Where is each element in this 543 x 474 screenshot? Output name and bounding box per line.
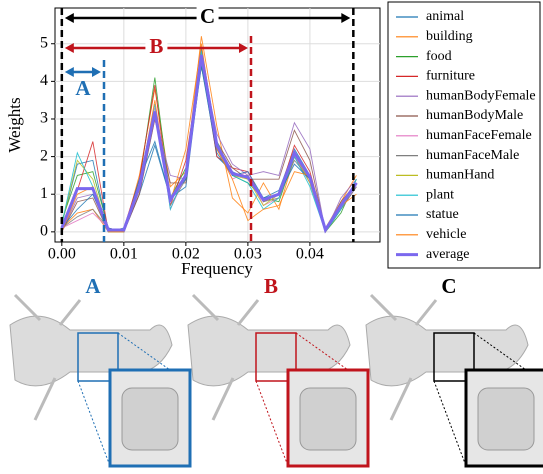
x-tick-label: 0.01 xyxy=(110,246,138,263)
leg xyxy=(60,300,80,325)
legend-label: average xyxy=(426,247,470,262)
series-line xyxy=(62,59,357,232)
legend-label: humanBodyMale xyxy=(426,108,523,123)
legend-label: vehicle xyxy=(426,227,466,242)
region-label: B xyxy=(149,34,163,58)
y-tick-label: 3 xyxy=(40,110,48,127)
zoom-guide xyxy=(256,381,288,466)
image-label: A xyxy=(85,274,101,298)
series-line xyxy=(62,51,357,232)
zoom-detail xyxy=(122,388,178,450)
y-axis-label: Weights xyxy=(5,97,24,152)
leg xyxy=(416,300,436,325)
series-line xyxy=(62,66,357,232)
region-label: A xyxy=(75,76,91,100)
series-line xyxy=(62,44,357,232)
zoom-detail xyxy=(478,388,534,450)
renderings: A B C xyxy=(10,274,543,466)
figure: 0123450.000.010.020.030.04CBA Frequency … xyxy=(0,0,543,469)
series-line xyxy=(62,36,357,232)
x-tick-label: 0.04 xyxy=(296,246,324,263)
legend-label: building xyxy=(426,29,473,44)
legend-label: humanFaceFemale xyxy=(426,128,532,143)
y-tick-label: 2 xyxy=(40,147,48,164)
x-tick-label: 0.00 xyxy=(48,246,76,263)
y-tick-label: 5 xyxy=(40,34,48,51)
legend-label: statue xyxy=(426,207,459,222)
legend-label: humanHand xyxy=(426,168,494,183)
leg xyxy=(193,295,218,320)
legend-label: animal xyxy=(426,9,464,24)
zoom-detail xyxy=(300,388,356,450)
series-line xyxy=(62,48,357,232)
image-label: C xyxy=(441,274,456,298)
y-tick-label: 4 xyxy=(40,72,48,89)
legend-label: furniture xyxy=(426,69,475,84)
zoom-guide xyxy=(78,381,110,466)
zoom-guide xyxy=(434,381,466,466)
legend-label: humanFaceMale xyxy=(426,148,519,163)
x-axis-label: Frequency xyxy=(181,259,253,278)
legend-label: plant xyxy=(426,187,454,202)
y-tick-label: 1 xyxy=(40,185,48,202)
legend-label: food xyxy=(426,49,452,64)
series-line xyxy=(62,48,357,232)
leg xyxy=(371,295,396,320)
y-tick-label: 0 xyxy=(40,223,48,240)
leg xyxy=(238,300,258,325)
image-label: B xyxy=(264,274,278,298)
series-line xyxy=(62,59,357,232)
leg xyxy=(15,295,40,320)
series-line xyxy=(62,51,357,232)
series-line xyxy=(62,66,357,232)
legend-label: humanBodyFemale xyxy=(426,88,536,103)
series-line xyxy=(62,63,357,232)
region-label: C xyxy=(200,4,215,28)
